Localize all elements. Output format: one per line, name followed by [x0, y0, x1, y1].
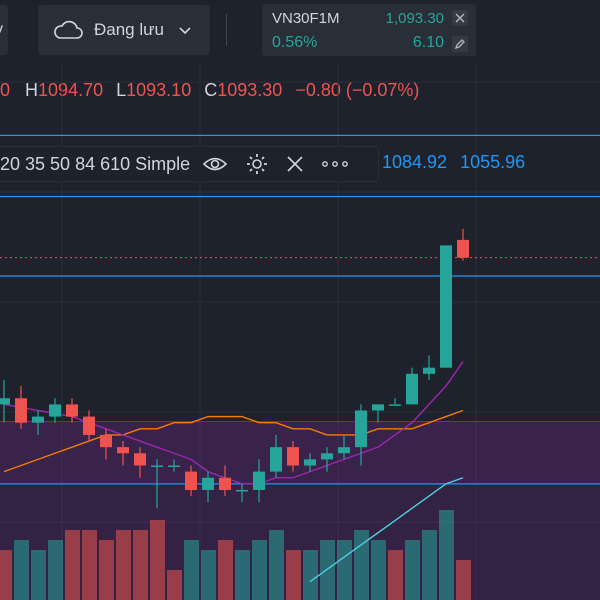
- volume-bar: [388, 550, 403, 600]
- candle-body: [219, 477, 231, 490]
- volume-bar: [116, 530, 131, 600]
- save-label: Đang lưu: [94, 20, 164, 39]
- candle-body: [32, 416, 44, 423]
- ticker-change: 6.10: [412, 34, 444, 51]
- close-label: C: [204, 80, 218, 100]
- volume-bar: [167, 570, 182, 600]
- volume-bar: [133, 530, 148, 600]
- ticker-change-pct: 0.56%: [272, 34, 318, 51]
- candle-body: [406, 373, 418, 405]
- ohlc-legend: 0 H1094.70 L1093.10 C1093.30 −0.80 (−0.0…: [0, 80, 419, 101]
- volume-bar: [456, 560, 471, 600]
- candle-body: [253, 471, 265, 490]
- indicator-name: 20 35 50 84 610 Simple: [0, 153, 191, 174]
- eye-icon[interactable]: [202, 155, 228, 173]
- volume-bar: [201, 550, 216, 600]
- volume-bar: [439, 510, 454, 600]
- toolbar-partial-button[interactable]: y: [0, 5, 8, 55]
- candle-body: [168, 465, 180, 467]
- candle-body: [0, 398, 10, 405]
- candle-body: [100, 434, 112, 448]
- price-chart[interactable]: [0, 62, 600, 600]
- change-value: −0.80 (−0.07%): [295, 80, 420, 100]
- gear-icon[interactable]: [246, 153, 268, 175]
- volume-bar: [99, 540, 114, 600]
- ma-orange-line: [3, 409, 464, 473]
- candle-body: [117, 447, 129, 454]
- indicator-values: 1084.92 1055.96: [382, 152, 525, 173]
- volume-bar: [82, 530, 97, 600]
- volume-bar: [252, 540, 267, 600]
- chevron-down-icon: [179, 27, 191, 35]
- low-value: 1093.10: [126, 80, 192, 100]
- toolbar-divider: [226, 14, 227, 46]
- volume-bar: [303, 550, 318, 600]
- ma-cyan-line: [309, 477, 464, 583]
- candle-body: [15, 398, 27, 423]
- pencil-icon[interactable]: [452, 36, 468, 52]
- candle-body: [236, 489, 248, 492]
- candle-body: [83, 416, 95, 435]
- candle-body: [287, 447, 299, 466]
- volume-bar: [31, 550, 46, 600]
- candle-body: [338, 447, 350, 454]
- open-value-fragment: 0: [0, 80, 11, 100]
- candle-body: [304, 459, 316, 466]
- candle-body: [372, 404, 384, 411]
- candle-body: [185, 471, 197, 490]
- close-value: 1093.30: [217, 80, 283, 100]
- candle-body: [151, 465, 163, 467]
- close-icon[interactable]: [286, 155, 304, 173]
- zone-band: [0, 421, 600, 484]
- volume-bar: [65, 530, 80, 600]
- more-icon[interactable]: [322, 160, 349, 168]
- cloud-icon: [54, 20, 83, 39]
- ticker-symbol: VN30F1M: [272, 10, 340, 27]
- candle-body: [202, 477, 214, 490]
- volume-bar: [422, 530, 437, 600]
- candle-body: [66, 404, 78, 417]
- high-label: H: [25, 80, 39, 100]
- ma-purple-line: [3, 361, 464, 485]
- close-icon[interactable]: [452, 10, 468, 26]
- candle-body: [440, 245, 452, 368]
- volume-bar: [218, 540, 233, 600]
- indicator-value-1: 1084.92: [382, 152, 448, 172]
- volume-bar: [337, 540, 352, 600]
- low-label: L: [116, 80, 127, 100]
- ticker-price: 1,093.30: [385, 10, 444, 27]
- top-toolbar: y Đang lưu VN30F1M 1,093.30 0.56% 6.10: [0, 0, 600, 62]
- toolbar-partial-label: y: [0, 21, 3, 39]
- save-button[interactable]: Đang lưu: [38, 5, 210, 55]
- indicator-value-2: 1055.96: [460, 152, 526, 172]
- volume-bar: [14, 540, 29, 600]
- volume-bar: [0, 550, 12, 600]
- volume-bar: [405, 540, 420, 600]
- volume-bar: [184, 540, 199, 600]
- candle-body: [423, 367, 435, 374]
- volume-bar: [286, 550, 301, 600]
- candle-body: [389, 404, 401, 406]
- volume-bar: [235, 550, 250, 600]
- volume-bar: [48, 540, 63, 600]
- high-value: 1094.70: [38, 80, 104, 100]
- volume-bar: [320, 540, 335, 600]
- candle-body: [355, 410, 367, 448]
- volume-bar: [269, 530, 284, 600]
- candle-body: [321, 453, 333, 460]
- indicator-legend[interactable]: 20 35 50 84 610 Simple: [0, 146, 379, 182]
- candle-body: [134, 453, 146, 466]
- candle-body: [49, 404, 61, 417]
- candle-body: [270, 447, 282, 472]
- watchlist-ticker[interactable]: VN30F1M 1,093.30 0.56% 6.10: [262, 4, 476, 56]
- volume-bar: [371, 540, 386, 600]
- volume-bar: [150, 520, 165, 600]
- candle-body: [457, 239, 469, 258]
